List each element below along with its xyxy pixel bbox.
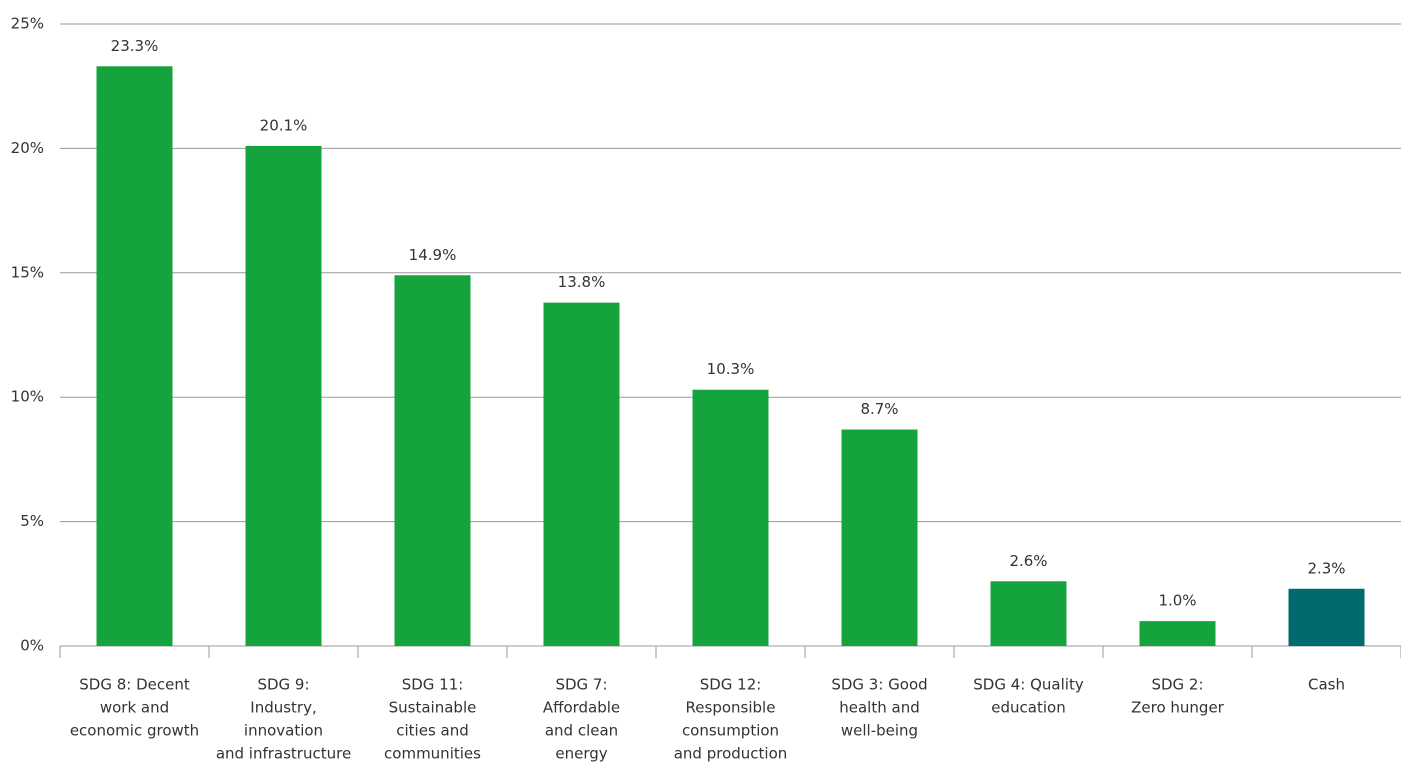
x-tick-label: Cash	[1308, 676, 1345, 694]
x-tick-label: SDG 2:	[1151, 676, 1203, 694]
y-tick-label: 5%	[20, 512, 44, 530]
value-label: 13.8%	[558, 273, 606, 291]
y-tick-label: 10%	[11, 388, 44, 406]
bar	[543, 302, 620, 646]
x-tick-label: SDG 4: Quality	[973, 676, 1084, 694]
x-tick-label: communities	[384, 745, 481, 763]
x-tick-label: innovation	[244, 722, 323, 740]
x-tick-label: Zero hunger	[1131, 699, 1225, 717]
x-tick-label: Industry,	[250, 699, 316, 717]
y-tick-label: 25%	[11, 15, 44, 33]
value-label: 14.9%	[409, 246, 457, 264]
x-tick-label: consumption	[682, 722, 779, 740]
x-tick-label: Sustainable	[389, 699, 477, 717]
x-tick-label: work and	[100, 699, 169, 717]
x-tick-label: SDG 8: Decent	[79, 676, 190, 694]
bar	[990, 581, 1067, 646]
bar	[1139, 621, 1216, 646]
x-tick-label: Responsible	[686, 699, 776, 717]
y-tick-label: 20%	[11, 139, 44, 157]
bar	[1288, 588, 1365, 646]
x-tick-label: energy	[555, 745, 607, 763]
x-tick-label: and clean	[545, 722, 618, 740]
x-tick-label: education	[991, 699, 1065, 717]
value-label: 10.3%	[707, 360, 755, 378]
x-tick-label: Affordable	[543, 699, 620, 717]
x-tick-label: SDG 9:	[257, 676, 309, 694]
y-tick-label: 15%	[11, 263, 44, 281]
x-tick-label: cities and	[396, 722, 469, 740]
x-tick-label: SDG 3: Good	[831, 676, 927, 694]
bar	[841, 429, 918, 646]
x-tick-label: well-being	[841, 722, 918, 740]
value-label: 2.3%	[1307, 559, 1345, 577]
x-tick-label: economic growth	[70, 722, 199, 740]
x-tick-label: and infrastructure	[216, 745, 351, 763]
value-label: 20.1%	[260, 116, 308, 134]
bar	[394, 275, 471, 646]
x-tick-label: SDG 12:	[700, 676, 762, 694]
y-tick-label: 0%	[20, 637, 44, 655]
value-label: 1.0%	[1158, 592, 1196, 610]
value-label: 23.3%	[111, 37, 159, 55]
x-tick-label: health and	[839, 699, 919, 717]
value-label: 8.7%	[860, 400, 898, 418]
x-tick-label: SDG 11:	[402, 676, 464, 694]
bar	[245, 145, 322, 647]
value-label: 2.6%	[1009, 552, 1047, 570]
bar	[96, 66, 173, 646]
x-tick-label: SDG 7:	[555, 676, 607, 694]
bar	[692, 389, 769, 646]
x-tick-label: and production	[674, 745, 788, 763]
